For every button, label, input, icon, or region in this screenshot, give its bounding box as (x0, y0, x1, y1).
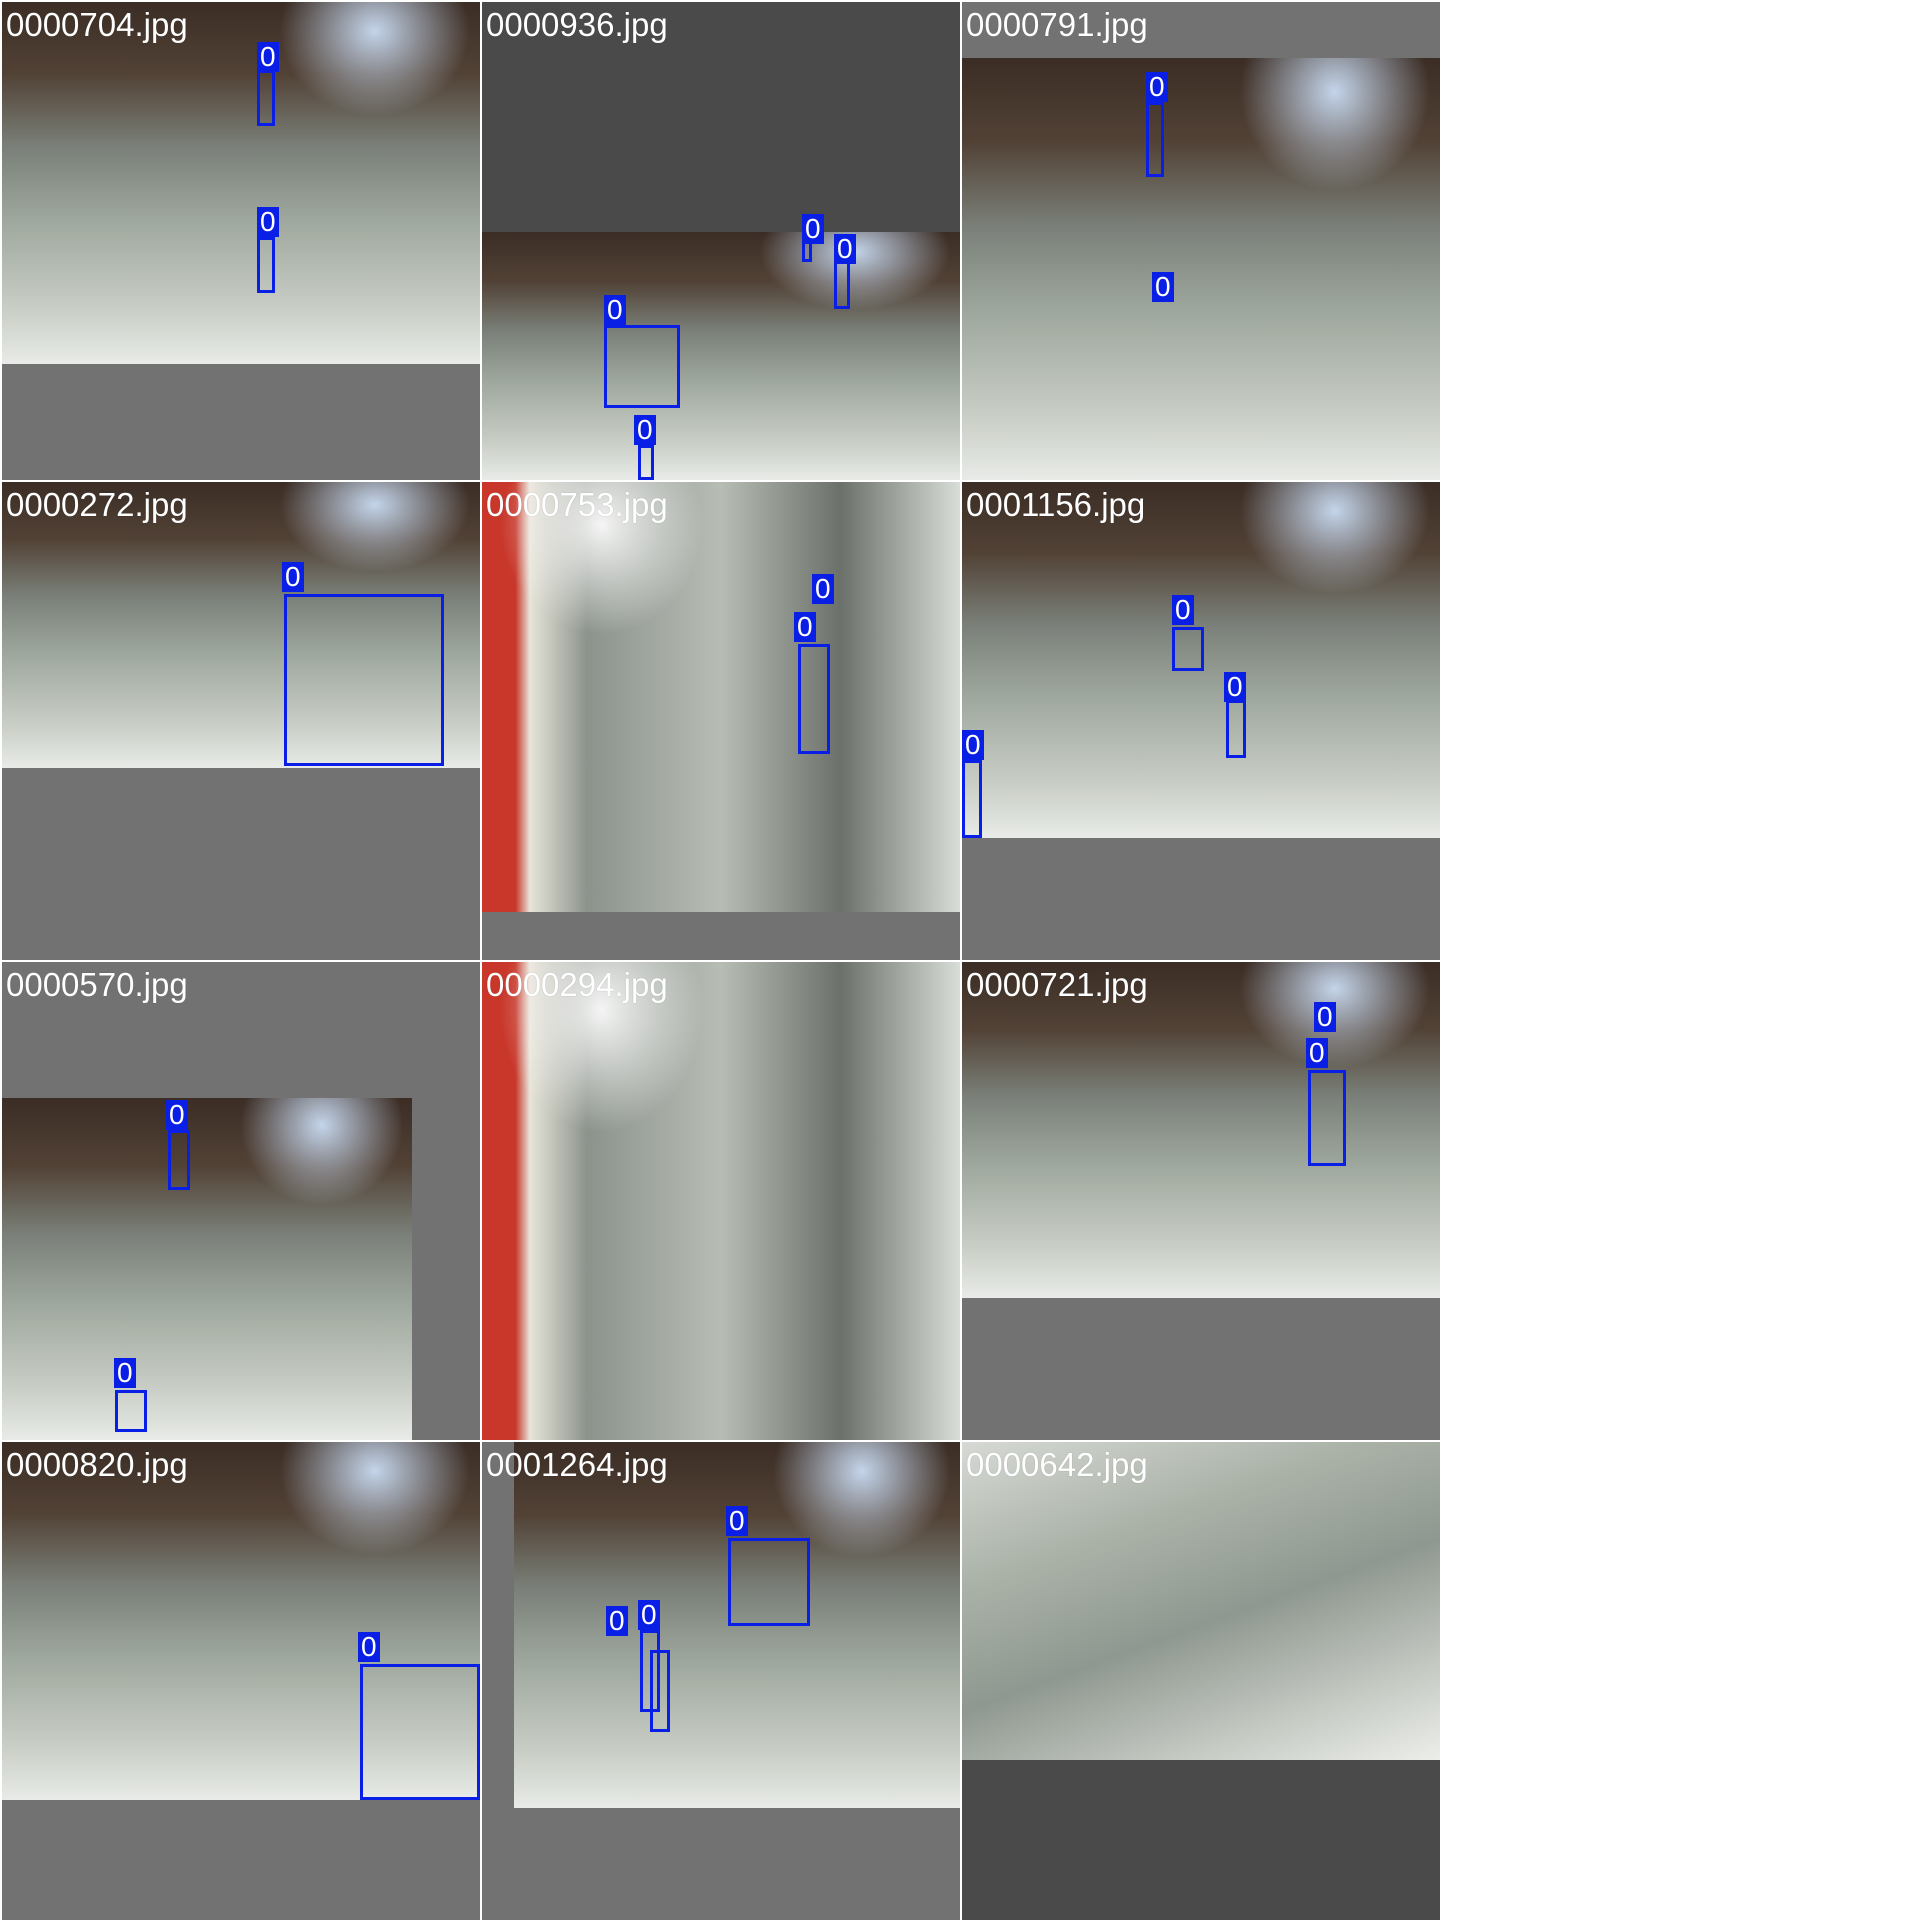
image-filename: 0000791.jpg (966, 6, 1148, 43)
image-filename: 0000721.jpg (966, 966, 1148, 1003)
detection-box (1146, 102, 1164, 177)
tile-photo (962, 58, 1440, 480)
image-filename: 0000753.jpg (486, 486, 668, 523)
image-filename: 0000294.jpg (486, 966, 668, 1003)
image-filename: 0000272.jpg (6, 486, 188, 523)
detection-box (257, 70, 275, 126)
mosaic-tile: 0 0000820.jpg (2, 1442, 480, 1920)
mosaic-tile: 0000642.jpg (962, 1442, 1440, 1920)
detection-box (257, 237, 275, 293)
detection-box (1172, 627, 1204, 671)
tile-photo (2, 482, 480, 768)
detection-box (638, 445, 654, 480)
detection-label: 0 (812, 574, 834, 604)
detection-label: 0 (166, 1100, 188, 1130)
detection-box (798, 644, 830, 754)
image-filename: 0000820.jpg (6, 1446, 188, 1483)
detection-box (360, 1664, 480, 1800)
detection-label: 0 (634, 415, 656, 445)
detection-label: 0 (282, 562, 304, 592)
detection-label: 0 (726, 1506, 748, 1536)
detection-box (604, 325, 680, 408)
image-filename: 0000642.jpg (966, 1446, 1148, 1483)
detection-label: 0 (962, 730, 984, 760)
detection-box (1308, 1070, 1346, 1166)
detection-label: 0 (1172, 595, 1194, 625)
tile-photo (482, 482, 960, 912)
mosaic-tile: 0 0000272.jpg (2, 482, 480, 960)
detection-label: 0 (604, 295, 626, 325)
detection-box (168, 1130, 190, 1190)
mosaic-tile: 0 0 0 0001264.jpg (482, 1442, 960, 1920)
tile-photo (962, 1442, 1440, 1760)
image-filename: 0000570.jpg (6, 966, 188, 1003)
mosaic-tile: 0 0 0000791.jpg (962, 2, 1440, 480)
mosaic-tile: 0000294.jpg (482, 962, 960, 1440)
detection-label: 0 (257, 42, 279, 72)
detection-box (115, 1390, 147, 1432)
tile-photo (962, 962, 1440, 1298)
detection-box (1226, 700, 1246, 758)
mosaic-tile: 0 0 0 0001156.jpg (962, 482, 1440, 960)
detection-box (650, 1650, 670, 1732)
tile-photo (2, 2, 480, 364)
tile-photo (482, 962, 960, 1440)
detection-label: 0 (1306, 1038, 1328, 1068)
detection-label: 0 (606, 1606, 628, 1636)
detection-label: 0 (358, 1632, 380, 1662)
image-mosaic-grid: 0 0 0000704.jpg 0 0 0 0 0000936.jpg 0 0 … (0, 0, 1440, 1920)
detection-label: 0 (257, 207, 279, 237)
tile-photo (2, 1098, 412, 1440)
detection-label: 0 (1224, 672, 1246, 702)
detection-label: 0 (1146, 72, 1168, 102)
detection-label: 0 (802, 214, 824, 244)
tile-photo (2, 1442, 480, 1800)
detection-label: 0 (114, 1358, 136, 1388)
detection-box (284, 594, 444, 766)
image-filename: 0001264.jpg (486, 1446, 668, 1483)
mosaic-tile: 0 0 0000753.jpg (482, 482, 960, 960)
tile-photo (482, 232, 960, 480)
detection-box (962, 760, 982, 838)
mosaic-tile: 0 0 0000570.jpg (2, 962, 480, 1440)
detection-label: 0 (638, 1600, 660, 1630)
detection-label: 0 (834, 234, 856, 264)
detection-label: 0 (1314, 1002, 1336, 1032)
mosaic-tile: 0 0 0 0 0000936.jpg (482, 2, 960, 480)
detection-label: 0 (794, 612, 816, 642)
mosaic-tile: 0 0 0000721.jpg (962, 962, 1440, 1440)
detection-label: 0 (1152, 272, 1174, 302)
image-filename: 0001156.jpg (966, 486, 1146, 523)
detection-box (728, 1538, 810, 1626)
mosaic-tile: 0 0 0000704.jpg (2, 2, 480, 480)
image-filename: 0000704.jpg (6, 6, 188, 43)
image-filename: 0000936.jpg (486, 6, 668, 43)
